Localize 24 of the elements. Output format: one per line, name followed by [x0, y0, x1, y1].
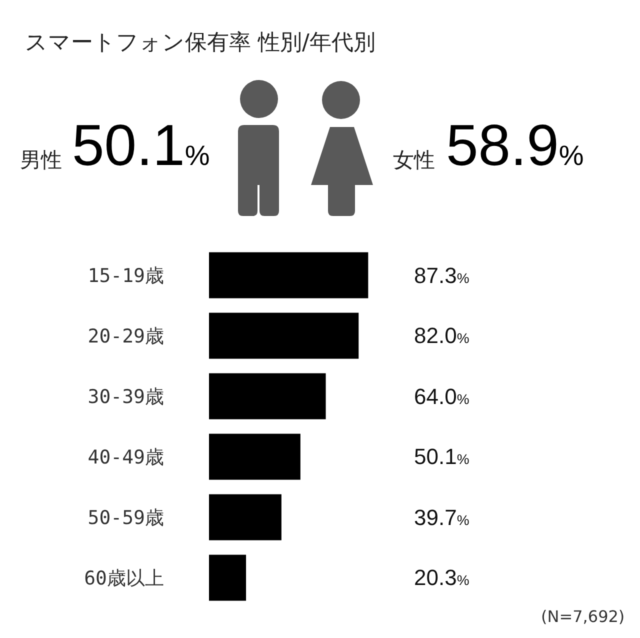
y-tick-label: 60歳以上	[84, 567, 164, 590]
category-label: 女性	[393, 148, 435, 172]
text: (N=7,692)	[541, 607, 625, 626]
bar	[209, 434, 300, 480]
bar	[209, 554, 246, 601]
bar	[209, 252, 368, 298]
bar	[209, 312, 359, 359]
data-label: 58.9%	[446, 113, 584, 178]
y-tick-label: 50-59歳	[88, 506, 164, 529]
bar	[209, 494, 282, 540]
y-tick-label: 30-39歳	[88, 386, 164, 408]
y-tick-label: 40-49歳	[88, 446, 164, 468]
data-label: 87.3%	[414, 263, 470, 288]
data-label: 82.0%	[414, 323, 470, 348]
category-label: 男性	[20, 148, 62, 172]
data-label: 39.7%	[414, 505, 470, 530]
data-label: 64.0%	[414, 384, 470, 409]
data-label: 20.3%	[414, 565, 470, 590]
text: スマートフォン保有率 性別/年代別	[25, 30, 376, 56]
data-label: 50.1%	[414, 444, 470, 469]
bar	[209, 373, 326, 420]
data-label: 50.1%	[72, 113, 210, 178]
y-tick-label: 15-19歳	[88, 264, 164, 287]
y-tick-label: 20-29歳	[88, 325, 164, 348]
